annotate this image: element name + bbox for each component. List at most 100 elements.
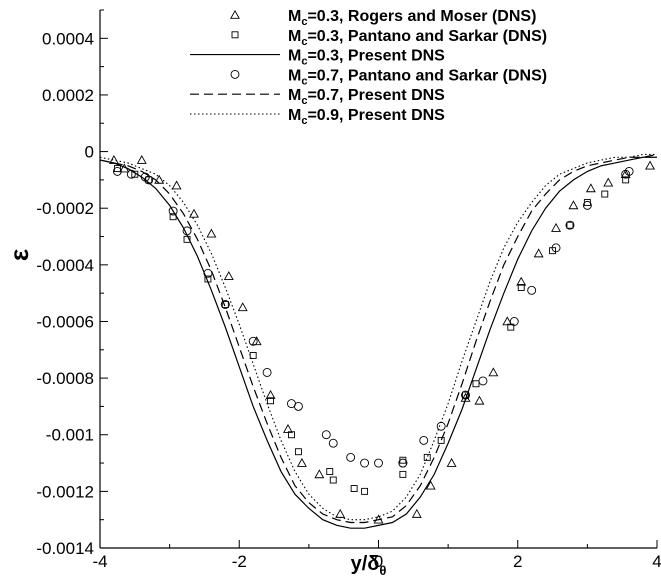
series-line bbox=[100, 153, 657, 521]
legend-entry: Mc=0.3, Pantano and Sarkar (DNS) bbox=[231, 28, 547, 48]
data-point bbox=[189, 208, 199, 218]
data-point bbox=[112, 166, 122, 176]
data-point bbox=[288, 431, 295, 439]
data-point bbox=[265, 389, 276, 399]
legend-entry: Mc=0.7, Pantano and Sarkar (DNS) bbox=[230, 67, 547, 87]
data-point bbox=[517, 284, 525, 291]
y-tick-label: -0.001 bbox=[46, 426, 94, 445]
legend-marker-symbol bbox=[230, 69, 240, 79]
series-4 bbox=[100, 153, 657, 524]
legend-label: Mc=0.3, Present DNS bbox=[288, 48, 445, 68]
data-point bbox=[321, 430, 331, 440]
data-point bbox=[472, 380, 480, 388]
data-point bbox=[182, 226, 192, 236]
series-line bbox=[100, 156, 657, 529]
y-tick-label: -0.0006 bbox=[36, 312, 94, 331]
data-point bbox=[509, 317, 519, 326]
data-point bbox=[474, 395, 485, 405]
data-point bbox=[262, 367, 272, 377]
data-point bbox=[294, 448, 302, 456]
legend-marker-symbol bbox=[230, 9, 240, 19]
legend-entry: Mc=0.3, Rogers and Moser (DNS) bbox=[230, 8, 536, 28]
data-point bbox=[360, 458, 370, 468]
data-point bbox=[565, 220, 575, 230]
data-point bbox=[585, 183, 596, 193]
data-point bbox=[328, 438, 338, 448]
data-point bbox=[267, 397, 275, 405]
data-point bbox=[411, 508, 422, 518]
data-point bbox=[461, 390, 470, 400]
data-point bbox=[326, 468, 334, 475]
data-point bbox=[329, 476, 337, 484]
data-point bbox=[533, 248, 544, 258]
y-tick-label: -0.0014 bbox=[36, 539, 94, 558]
data-point bbox=[346, 452, 356, 462]
data-point bbox=[206, 228, 217, 238]
series-3 bbox=[112, 166, 634, 468]
data-point bbox=[168, 206, 178, 216]
y-tick-label: 0.0004 bbox=[42, 29, 94, 48]
legend-entry: Mc=0.7, Present DNS bbox=[190, 87, 445, 107]
data-point bbox=[144, 175, 154, 185]
legend-label: Mc=0.7, Pantano and Sarkar (DNS) bbox=[288, 67, 547, 87]
data-point bbox=[419, 435, 429, 445]
data-point bbox=[549, 247, 557, 255]
data-point bbox=[446, 457, 457, 467]
legend-label: Mc=0.7, Present DNS bbox=[288, 87, 445, 107]
series-5 bbox=[100, 153, 657, 521]
data-point bbox=[582, 200, 592, 210]
legend-label: Mc=0.9, Present DNS bbox=[288, 107, 445, 127]
data-point bbox=[423, 453, 431, 461]
x-tick-label: -4 bbox=[92, 552, 107, 571]
legend-label: Mc=0.3, Rogers and Moser (DNS) bbox=[288, 8, 536, 28]
series-line bbox=[100, 153, 657, 524]
legend-label: Mc=0.3, Pantano and Sarkar (DNS) bbox=[288, 28, 547, 48]
data-point bbox=[460, 392, 471, 402]
y-tick-label: -0.0002 bbox=[36, 199, 94, 218]
data-point bbox=[361, 487, 369, 495]
axes-layer: -0.0014 -0.0012 -0.001 -0.0008 -0.0006 -0.000… bbox=[4, 9, 661, 576]
data-point bbox=[237, 302, 248, 312]
data-point bbox=[603, 177, 614, 187]
data-point bbox=[622, 176, 630, 184]
x-tick-label: 4 bbox=[652, 552, 661, 571]
data-point bbox=[399, 470, 407, 478]
x-axis-title: y/δθ bbox=[351, 553, 387, 576]
data-point bbox=[283, 423, 293, 433]
data-point bbox=[374, 458, 383, 468]
data-point bbox=[551, 222, 562, 232]
y-tick-label: 0 bbox=[85, 143, 94, 162]
data-point bbox=[502, 316, 513, 326]
data-point bbox=[220, 300, 230, 309]
data-point bbox=[478, 376, 488, 386]
series-2 bbox=[100, 156, 657, 529]
data-point bbox=[398, 458, 408, 468]
data-point bbox=[568, 200, 579, 210]
data-point bbox=[293, 401, 303, 411]
data-point bbox=[516, 276, 527, 286]
x-tick-label: 0 bbox=[374, 552, 383, 571]
data-point bbox=[527, 285, 537, 295]
y-tick-label: -0.0004 bbox=[36, 256, 94, 275]
data-point bbox=[251, 336, 262, 346]
data-point bbox=[171, 180, 182, 190]
data-point bbox=[221, 301, 229, 308]
data-point bbox=[425, 480, 436, 490]
y-tick-label: 0.0002 bbox=[42, 86, 94, 105]
y-axis-title: ε bbox=[4, 249, 34, 261]
plot-area bbox=[100, 10, 657, 548]
data-point bbox=[437, 436, 445, 444]
data-point bbox=[601, 190, 609, 198]
data-point bbox=[136, 154, 147, 164]
series-layer bbox=[100, 153, 657, 529]
y-tick-label: -0.0008 bbox=[36, 369, 94, 388]
data-point bbox=[350, 485, 358, 492]
data-point bbox=[488, 367, 499, 377]
data-point bbox=[645, 160, 656, 170]
data-point bbox=[248, 336, 258, 346]
data-point bbox=[223, 271, 234, 280]
legend-entry: Mc=0.3, Present DNS bbox=[190, 48, 445, 68]
data-point bbox=[249, 352, 257, 359]
data-point bbox=[314, 469, 325, 479]
